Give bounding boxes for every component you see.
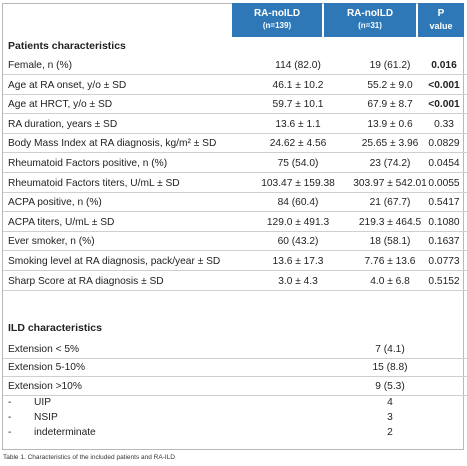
row-value-ra-noild-31: 4.0 ± 6.8 — [370, 275, 410, 287]
ild-subtype-dash: - — [8, 412, 12, 423]
row-value-ra-noild-139: 103.47 ± 159.38 — [261, 177, 335, 189]
row-value-ra-noild-139: 129.0 ± 491.3 — [266, 216, 330, 228]
row-value-ra-noild-31: 21 (67.7) — [369, 197, 411, 209]
row-label: Rheumatoid Factors positive, n (%) — [8, 158, 168, 169]
table-row: Body Mass Index at RA diagnosis, kg/m² ±… — [3, 135, 467, 154]
row-value-ra-noild-139: 13.6 ± 17.3 — [272, 256, 324, 267]
ild-row: Extension >10% 9 (5.3) — [3, 378, 467, 396]
row-value-ra-noild-31: 219.3 ± 464.5 — [358, 216, 422, 228]
col2-header: RA-noILD (n=31) — [324, 3, 416, 37]
row-value-ra-noild-31: 303.97 ± 542.01 — [353, 177, 427, 189]
ild-row-value: 7 (4.1) — [375, 344, 405, 355]
ild-subtype-value: 4 — [387, 397, 393, 408]
table-row: Smoking level at RA diagnosis, pack/year… — [3, 253, 467, 271]
row-p-value: 0.5417 — [428, 197, 460, 209]
table-row: Sharp Score at RA diagnosis ± SD 3.0 ± 4.… — [3, 273, 467, 291]
row-p-value: 0.016 — [431, 60, 457, 71]
ild-row: Extension 5-10% 15 (8.8) — [3, 359, 467, 377]
p-header-sub: value — [429, 21, 453, 31]
p-value-header: P value — [418, 3, 464, 37]
col1-header-title: RA-noILD — [253, 8, 301, 19]
row-p-value: 0.0055 — [428, 177, 460, 189]
ild-section-title: ILD characteristics — [8, 322, 102, 334]
table-row: Rheumatoid Factors positive, n (%) 75 (54… — [3, 155, 467, 173]
ild-row-label: Extension 5-10% — [8, 362, 86, 373]
row-label: Female, n (%) — [8, 60, 72, 71]
row-p-value: <0.001 — [428, 99, 460, 111]
row-p-value: <0.001 — [428, 79, 460, 91]
ild-subtype-label: UIP — [34, 397, 51, 408]
ild-subtype-label: indeterminate — [34, 427, 96, 438]
row-value-ra-noild-31: 23 (74.2) — [369, 158, 411, 169]
row-p-value: 0.1080 — [428, 216, 460, 228]
row-value-ra-noild-139: 13.6 ± 1.1 — [275, 118, 321, 130]
ild-subtype-value: 2 — [387, 427, 393, 438]
row-label: Sharp Score at RA diagnosis ± SD — [8, 275, 164, 287]
ild-subtype-dash: - — [8, 397, 12, 408]
row-label: ACPA titers, U/mL ± SD — [8, 216, 115, 228]
row-value-ra-noild-31: 55.2 ± 9.0 — [367, 79, 413, 91]
table-caption: Table 1. Characteristics of the included… — [3, 454, 175, 461]
row-value-ra-noild-139: 84 (60.4) — [277, 197, 319, 209]
row-value-ra-noild-139: 3.0 ± 4.3 — [278, 275, 318, 287]
col2-header-n: (n=31) — [358, 21, 382, 30]
ild-subtype-row: - UIP 4 — [3, 395, 467, 410]
row-p-value: 0.1637 — [428, 236, 460, 248]
ild-row-label: Extension < 5% — [8, 344, 80, 355]
row-label: Body Mass Index at RA diagnosis, kg/m² ±… — [8, 138, 217, 150]
row-value-ra-noild-139: 114 (82.0) — [275, 60, 321, 71]
ild-subtype-label: NSIP — [34, 412, 58, 423]
row-label: Age at HRCT, y/o ± SD — [8, 99, 113, 111]
row-value-ra-noild-139: 59.7 ± 10.1 — [272, 99, 324, 111]
col1-header-n: (n=139) — [262, 21, 292, 30]
row-label: Ever smoker, n (%) — [8, 236, 95, 248]
ild-row-label: Extension >10% — [8, 381, 82, 392]
ild-subtype-row: - NSIP 3 — [3, 410, 467, 425]
ild-subtype-row: - indeterminate 2 — [3, 425, 467, 440]
patients-section-title: Patients characteristics — [8, 40, 126, 52]
row-p-value: 0.5152 — [428, 275, 460, 287]
ild-row-value: 9 (5.3) — [375, 381, 405, 392]
row-label: Age at RA onset, y/o ± SD — [8, 79, 127, 91]
table-row: Age at RA onset, y/o ± SD 46.1 ± 10.2 55.2… — [3, 77, 467, 95]
row-value-ra-noild-139: 75 (54.0) — [277, 158, 319, 169]
table-row: ACPA titers, U/mL ± SD 129.0 ± 491.3 219.3… — [3, 214, 467, 232]
row-p-value: 0.0829 — [428, 138, 460, 150]
table-row: ACPA positive, n (%) 84 (60.4) 21 (67.7) 0.… — [3, 194, 467, 213]
row-value-ra-noild-31: 13.9 ± 0.6 — [367, 118, 413, 130]
row-value-ra-noild-31: 18 (58.1) — [369, 236, 411, 248]
row-label: Smoking level at RA diagnosis, pack/year… — [8, 256, 221, 267]
row-value-ra-noild-139: 60 (43.2) — [277, 236, 319, 248]
row-p-value: 0.33 — [434, 118, 454, 130]
ild-subtype-dash: - — [8, 427, 12, 438]
row-value-ra-noild-31: 25.65 ± 3.96 — [361, 138, 419, 150]
ild-row-value: 15 (8.8) — [372, 362, 408, 373]
row-label: ACPA positive, n (%) — [8, 197, 102, 209]
table-row: RA duration, years ± SD 13.6 ± 1.1 13.9 ± … — [3, 116, 467, 134]
row-label: Rheumatoid Factors titers, U/mL ± SD — [8, 177, 180, 189]
row-label: RA duration, years ± SD — [8, 118, 118, 130]
row-value-ra-noild-31: 19 (61.2) — [369, 60, 411, 71]
row-p-value: 0.0773 — [428, 256, 460, 267]
row-value-ra-noild-31: 7.76 ± 13.6 — [364, 256, 416, 267]
table-row: Rheumatoid Factors titers, U/mL ± SD 103.… — [3, 175, 467, 193]
row-p-value: 0.0454 — [428, 158, 460, 169]
row-value-ra-noild-139: 46.1 ± 10.2 — [272, 79, 324, 91]
ild-subtype-value: 3 — [387, 412, 393, 423]
ild-row: Extension < 5% 7 (4.1) — [3, 341, 467, 359]
col2-header-title: RA-noILD — [346, 8, 394, 19]
table-row: Age at HRCT, y/o ± SD 59.7 ± 10.1 67.9 ± 8… — [3, 96, 467, 115]
row-value-ra-noild-31: 67.9 ± 8.7 — [367, 99, 413, 111]
col1-header: RA-noILD (n=139) — [232, 3, 322, 37]
table-row: Ever smoker, n (%) 60 (43.2) 18 (58.1) 0.16… — [3, 233, 467, 252]
row-value-ra-noild-139: 24.62 ± 4.56 — [269, 138, 327, 150]
table-row: Female, n (%) 114 (82.0) 19 (61.2) 0.016 — [3, 57, 467, 75]
p-header-title: P — [437, 8, 445, 19]
